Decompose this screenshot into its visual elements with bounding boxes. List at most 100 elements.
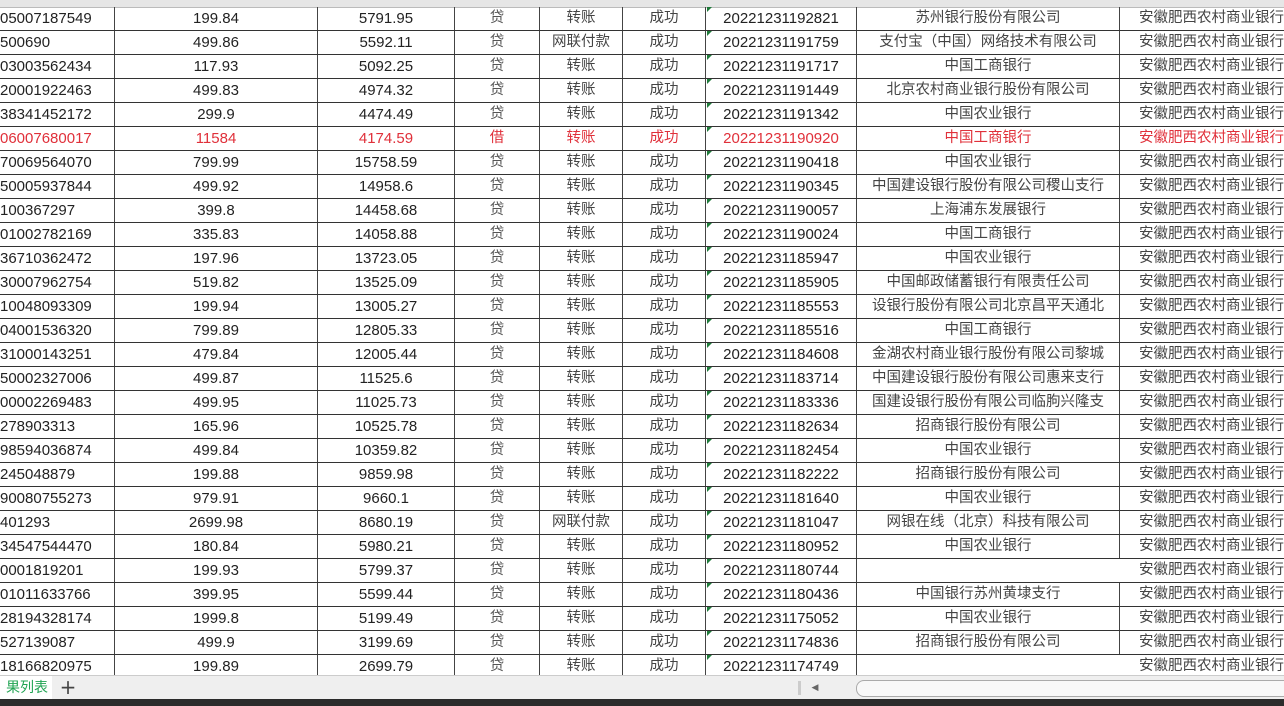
direction-cell[interactable]: 贷: [455, 247, 540, 270]
type-cell[interactable]: 转账: [540, 367, 623, 390]
own-bank-cell[interactable]: 安徽肥西农村商业银行: [1139, 154, 1284, 170]
type-cell[interactable]: 转账: [540, 535, 623, 558]
account-cell[interactable]: 0001819201: [0, 559, 115, 582]
type-cell[interactable]: 转账: [540, 631, 623, 654]
own-bank-cell[interactable]: 安徽肥西农村商业银行: [1139, 586, 1284, 602]
serial-cell[interactable]: 20221231191759: [706, 31, 857, 54]
amount-cell[interactable]: 979.91: [115, 487, 318, 510]
status-cell[interactable]: 成功: [623, 55, 706, 78]
status-cell[interactable]: 成功: [623, 631, 706, 654]
status-cell[interactable]: 成功: [623, 223, 706, 246]
balance-cell[interactable]: 3199.69: [318, 631, 455, 654]
account-cell[interactable]: 38341452172: [0, 103, 115, 126]
own-bank-cell[interactable]: 安徽肥西农村商业银行: [1139, 418, 1284, 434]
counterparty-bank-cell[interactable]: 中国工商银行: [857, 127, 1120, 150]
serial-cell[interactable]: 20221231185947: [706, 247, 857, 270]
counterparty-bank-cell[interactable]: 招商银行股份有限公司: [857, 463, 1120, 486]
balance-cell[interactable]: 9660.1: [318, 487, 455, 510]
type-cell[interactable]: 转账: [540, 463, 623, 486]
amount-cell[interactable]: 299.9: [115, 103, 318, 126]
status-cell[interactable]: 成功: [623, 247, 706, 270]
serial-cell[interactable]: 20221231185905: [706, 271, 857, 294]
serial-cell[interactable]: 20221231174836: [706, 631, 857, 654]
serial-cell[interactable]: 20221231184608: [706, 343, 857, 366]
counterparty-bank-cell[interactable]: 中国工商银行: [857, 223, 1120, 246]
balance-cell[interactable]: 13005.27: [318, 295, 455, 318]
balance-cell[interactable]: 9859.98: [318, 463, 455, 486]
account-cell[interactable]: 00002269483: [0, 391, 115, 414]
own-bank-cell[interactable]: 安徽肥西农村商业银行: [1139, 274, 1284, 290]
amount-cell[interactable]: 399.8: [115, 199, 318, 222]
direction-cell[interactable]: 贷: [455, 55, 540, 78]
account-cell[interactable]: 03003562434: [0, 55, 115, 78]
serial-cell[interactable]: 20221231185516: [706, 319, 857, 342]
amount-cell[interactable]: 199.89: [115, 655, 318, 678]
account-cell[interactable]: 06007680017: [0, 127, 115, 150]
own-bank-cell[interactable]: 安徽肥西农村商业银行: [1139, 394, 1284, 410]
balance-cell[interactable]: 10359.82: [318, 439, 455, 462]
counterparty-bank-cell[interactable]: 中国农业银行: [857, 247, 1120, 270]
type-cell[interactable]: 转账: [540, 655, 623, 678]
serial-cell[interactable]: 20221231175052: [706, 607, 857, 630]
amount-cell[interactable]: 11584: [115, 127, 318, 150]
direction-cell[interactable]: 贷: [455, 319, 540, 342]
counterparty-bank-cell[interactable]: 中国邮政储蓄银行有限责任公司: [857, 271, 1120, 294]
serial-cell[interactable]: 20221231185553: [706, 295, 857, 318]
type-cell[interactable]: 转账: [540, 391, 623, 414]
counterparty-bank-cell[interactable]: 网银在线（北京）科技有限公司: [857, 511, 1120, 534]
amount-cell[interactable]: 499.95: [115, 391, 318, 414]
account-cell[interactable]: 401293: [0, 511, 115, 534]
direction-cell[interactable]: 贷: [455, 463, 540, 486]
direction-cell[interactable]: 贷: [455, 487, 540, 510]
status-cell[interactable]: 成功: [623, 463, 706, 486]
tab-splitter-handle[interactable]: [798, 681, 801, 695]
serial-cell[interactable]: 20221231180952: [706, 535, 857, 558]
amount-cell[interactable]: 499.87: [115, 367, 318, 390]
amount-cell[interactable]: 199.93: [115, 559, 318, 582]
amount-cell[interactable]: 335.83: [115, 223, 318, 246]
direction-cell[interactable]: 借: [455, 127, 540, 150]
status-cell[interactable]: 成功: [623, 295, 706, 318]
counterparty-bank-cell[interactable]: 上海浦东发展银行: [857, 199, 1120, 222]
amount-cell[interactable]: 499.9: [115, 631, 318, 654]
own-bank-cell[interactable]: 安徽肥西农村商业银行: [1139, 322, 1284, 338]
balance-cell[interactable]: 11525.6: [318, 367, 455, 390]
type-cell[interactable]: 转账: [540, 199, 623, 222]
balance-cell[interactable]: 11025.73: [318, 391, 455, 414]
own-bank-cell[interactable]: 安徽肥西农村商业银行: [1139, 10, 1284, 26]
direction-cell[interactable]: 贷: [455, 7, 540, 30]
amount-cell[interactable]: 799.89: [115, 319, 318, 342]
status-cell[interactable]: 成功: [623, 655, 706, 678]
own-bank-cell[interactable]: 安徽肥西农村商业银行: [1139, 250, 1284, 266]
serial-cell[interactable]: 20221231182634: [706, 415, 857, 438]
serial-cell[interactable]: 20221231183714: [706, 367, 857, 390]
type-cell[interactable]: 转账: [540, 247, 623, 270]
direction-cell[interactable]: 贷: [455, 391, 540, 414]
counterparty-bank-cell[interactable]: 中国建设银行股份有限公司稷山支行: [857, 175, 1120, 198]
counterparty-bank-cell[interactable]: 中国农业银行: [857, 535, 1120, 558]
amount-cell[interactable]: 165.96: [115, 415, 318, 438]
own-bank-cell[interactable]: 安徽肥西农村商业银行: [1139, 226, 1284, 242]
serial-cell[interactable]: 20221231174749: [706, 655, 857, 678]
amount-cell[interactable]: 519.82: [115, 271, 318, 294]
serial-cell[interactable]: 20221231182454: [706, 439, 857, 462]
own-bank-cell[interactable]: 安徽肥西农村商业银行: [1139, 130, 1284, 146]
direction-cell[interactable]: 贷: [455, 535, 540, 558]
amount-cell[interactable]: 499.86: [115, 31, 318, 54]
account-cell[interactable]: 278903313: [0, 415, 115, 438]
amount-cell[interactable]: 499.83: [115, 79, 318, 102]
balance-cell[interactable]: 13525.09: [318, 271, 455, 294]
amount-cell[interactable]: 199.94: [115, 295, 318, 318]
balance-cell[interactable]: 5599.44: [318, 583, 455, 606]
account-cell[interactable]: 50005937844: [0, 175, 115, 198]
status-cell[interactable]: 成功: [623, 487, 706, 510]
status-cell[interactable]: 成功: [623, 391, 706, 414]
counterparty-bank-cell[interactable]: 金湖农村商业银行股份有限公司黎城: [857, 343, 1120, 366]
type-cell[interactable]: 网联付款: [540, 31, 623, 54]
serial-cell[interactable]: 20221231180436: [706, 583, 857, 606]
own-bank-cell[interactable]: 安徽肥西农村商业银行: [1139, 106, 1284, 122]
own-bank-cell[interactable]: 安徽肥西农村商业银行: [1139, 562, 1284, 578]
serial-cell[interactable]: 20221231191342: [706, 103, 857, 126]
account-cell[interactable]: 30007962754: [0, 271, 115, 294]
status-cell[interactable]: 成功: [623, 583, 706, 606]
